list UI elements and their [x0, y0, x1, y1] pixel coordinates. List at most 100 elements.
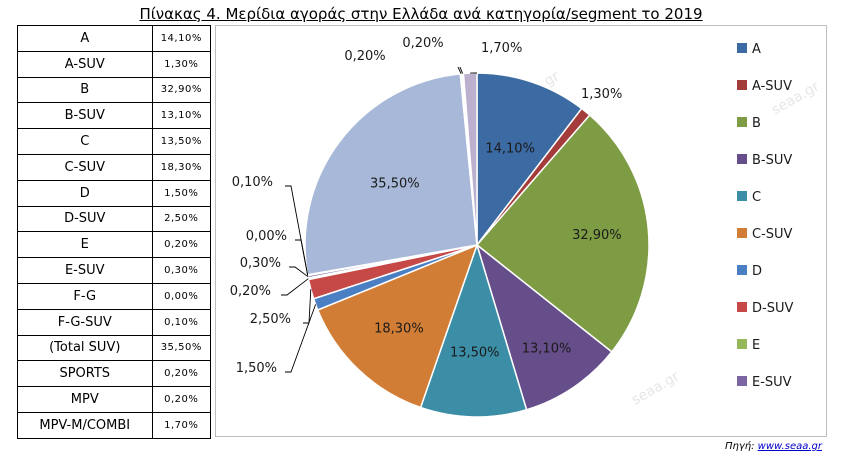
table-row-value: 0,20%: [151, 360, 212, 388]
table-row-value: 13,50%: [151, 128, 212, 155]
table-row-label: E: [17, 231, 153, 259]
table-row-value: 0,10%: [151, 308, 212, 336]
table-row: C-SUV 18,30%: [17, 153, 212, 181]
table-row-value: 0,00%: [151, 282, 212, 310]
leader-line: [285, 185, 309, 276]
slice-data-label: 14,10%: [485, 141, 535, 156]
legend-label: B-SUV: [752, 153, 792, 168]
table-row-value: 18,30%: [151, 153, 212, 181]
table-row: B 32,90%: [17, 76, 212, 104]
pie-slice: [316, 243, 479, 409]
table-row: A-SUV 1,30%: [17, 50, 212, 78]
legend-swatch: [737, 43, 747, 53]
table-row: MPV-M/COMBI 1,70%: [17, 411, 212, 439]
slice-data-label: 0,20%: [344, 49, 385, 64]
legend-label: E: [752, 338, 760, 353]
slice-data-label: 32,90%: [572, 228, 622, 243]
table-row-label: (Total SUV): [17, 334, 153, 362]
table-row: F-G 0,00%: [17, 282, 212, 310]
legend-label: C-SUV: [752, 227, 793, 242]
table-row-label: MPV-M/COMBI: [17, 411, 153, 439]
table-row-value: 0,30%: [151, 257, 212, 284]
table-row: MPV 0,20%: [17, 386, 212, 413]
table-row: D-SUV 2,50%: [17, 205, 212, 233]
chart-title: Πίνακας 4. Μερίδια αγοράς στην Ελλάδα αν…: [139, 5, 703, 23]
source-note: Πηγή: www.seaa.gr: [725, 441, 822, 452]
pie-slice: [304, 72, 478, 276]
table-row-label: B: [17, 76, 153, 104]
slice-data-label: 0,20%: [402, 36, 443, 51]
table-row: (Total SUV) 35,50%: [17, 334, 212, 362]
legend-swatch: [737, 228, 747, 238]
table-row-label: E-SUV: [17, 257, 153, 284]
leader-line: [289, 266, 309, 278]
table-row-label: F-G: [17, 282, 153, 310]
market-share-table: A 14,10% A-SUV 1,30% B 32,90% B-SUV 13,10% C 13,5…: [17, 25, 212, 439]
leader-line: [457, 66, 462, 74]
watermark: seaa.gr: [629, 368, 682, 408]
pie-slice: [475, 242, 613, 411]
table-row-label: A: [17, 25, 153, 52]
table-row-label: SPORTS: [17, 360, 153, 388]
table-row: B-SUV 13,10%: [17, 102, 212, 130]
table-row: E 0,20%: [17, 231, 212, 259]
table-row-value: 0,20%: [151, 386, 212, 413]
table-row-label: C-SUV: [17, 153, 153, 181]
leader-line: [303, 289, 312, 324]
source-prefix: Πηγή:: [724, 441, 758, 452]
slice-data-label: 0,10%: [232, 175, 273, 190]
leader-line: [281, 278, 309, 296]
leader-line: [285, 304, 317, 373]
slice-data-label: 1,30%: [581, 87, 622, 102]
slice-data-label: 35,50%: [370, 177, 420, 192]
table-row-value: 13,10%: [151, 102, 212, 130]
slice-data-label: 1,50%: [236, 361, 277, 376]
table-row: D 1,50%: [17, 179, 212, 207]
leader-line: [459, 66, 464, 74]
legend-label: A-SUV: [752, 79, 792, 94]
slice-data-label: 0,20%: [230, 284, 271, 299]
table-row-label: MPV: [17, 386, 153, 413]
slice-data-label: 13,10%: [522, 341, 572, 356]
pie-slice: [476, 72, 583, 248]
table-row-value: 32,90%: [151, 76, 212, 104]
table-row-label: F-G-SUV: [17, 308, 153, 336]
table-row: A 14,10%: [17, 25, 212, 52]
table-row: SPORTS 0,20%: [17, 360, 212, 388]
table-row-value: 14,10%: [151, 25, 212, 52]
legend-label: D-SUV: [752, 301, 793, 316]
slice-data-label: 18,30%: [374, 321, 424, 336]
legend-swatch: [737, 339, 747, 349]
table-row: C 13,50%: [17, 128, 212, 155]
table-row-value: 2,50%: [151, 205, 212, 233]
legend-swatch: [737, 117, 747, 127]
chart-frame: [215, 25, 827, 437]
slice-data-label: 2,50%: [250, 312, 291, 327]
table-row-value: 1,70%: [151, 411, 212, 439]
table-row-label: A-SUV: [17, 50, 153, 78]
slice-data-label: 13,50%: [450, 346, 500, 361]
legend-swatch: [737, 265, 747, 275]
legend-label: B: [752, 116, 761, 131]
table-row-value: 0,20%: [151, 231, 212, 259]
table-row-value: 1,50%: [151, 179, 212, 207]
legend-swatch: [737, 376, 747, 386]
legend-label: E-SUV: [752, 375, 792, 390]
pie-chart: seaa.grseaa.grseaa.gr14,10%32,90%13,10%1…: [230, 36, 822, 418]
legend-swatch: [737, 191, 747, 201]
table-row-label: D: [17, 179, 153, 207]
table-row: F-G-SUV 0,10%: [17, 308, 212, 336]
legend-label: C: [752, 190, 761, 205]
source-link[interactable]: www.seaa.gr: [757, 441, 822, 452]
legend-label: D: [752, 264, 762, 279]
slice-data-label: 0,00%: [246, 229, 287, 244]
legend-label: A: [752, 42, 761, 57]
legend-swatch: [737, 154, 747, 164]
slice-data-label: 1,70%: [481, 41, 522, 56]
table-row-label: C: [17, 128, 153, 155]
table-row-value: 35,50%: [151, 334, 212, 362]
table-row: E-SUV 0,30%: [17, 257, 212, 284]
legend-swatch: [737, 80, 747, 90]
pie-slice: [419, 242, 528, 418]
legend-swatch: [737, 302, 747, 312]
